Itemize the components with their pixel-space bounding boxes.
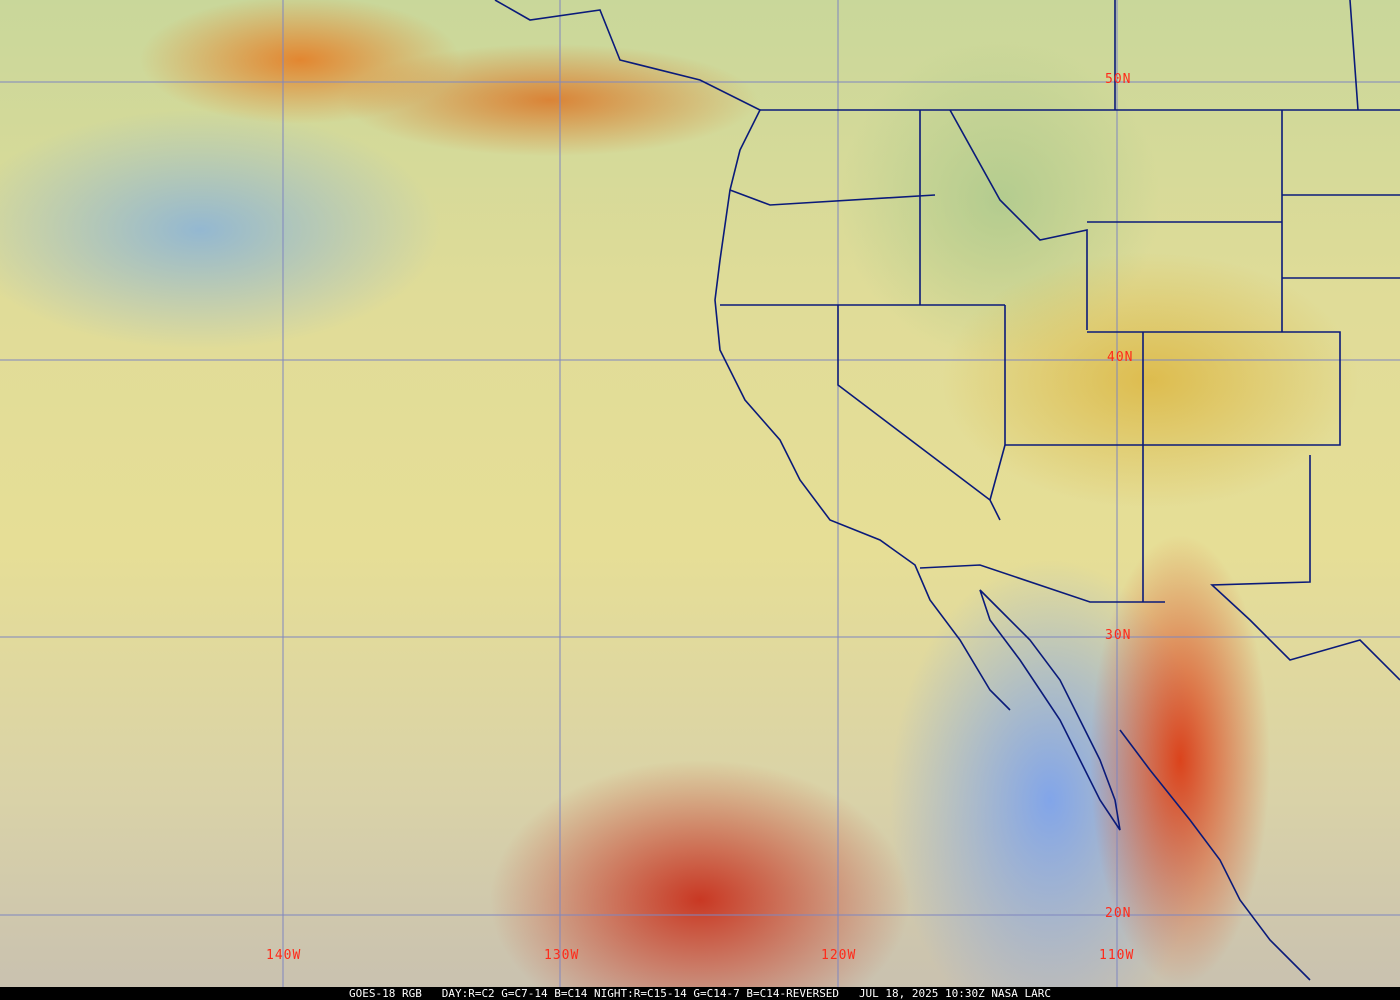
lon-label-110w: 110W (1099, 948, 1135, 963)
lon-label-140w: 140W (266, 948, 302, 963)
caption-satellite: GOES-18 RGB (348, 987, 422, 1000)
lon-label-130w: 130W (544, 948, 580, 963)
canada-line (1114, 0, 1359, 111)
borders (494, 0, 1400, 981)
wa-or (729, 189, 936, 206)
caption-recipe: DAY:R=C2 G=C7-14 B=C14 NIGHT:R=C15-14 G=… (441, 987, 840, 1000)
caption-bar: GOES-18 RGB DAY:R=C2 G=C7-14 B=C14 NIGHT… (0, 987, 1400, 1000)
lat-label-40n: 40N (1107, 350, 1134, 365)
idaho (919, 109, 1088, 330)
mexico-coast (1119, 729, 1311, 981)
ca-nv (837, 305, 1001, 521)
caption-source: NASA LARC (991, 987, 1052, 1000)
lat-label-20n: 20N (1105, 906, 1132, 921)
wy-co (1087, 110, 1400, 332)
lat-label-50n: 50N (1105, 72, 1132, 87)
caption-timestamp: JUL 18, 2025 10:30Z (858, 987, 985, 1000)
az-nm-ut (989, 305, 1341, 602)
baja-coast (979, 589, 1121, 831)
lat-label-30n: 30N (1105, 628, 1132, 643)
coastline (494, 0, 1011, 711)
tx (1210, 455, 1400, 681)
lon-label-120w: 120W (821, 948, 857, 963)
ca-mx (919, 564, 1165, 603)
